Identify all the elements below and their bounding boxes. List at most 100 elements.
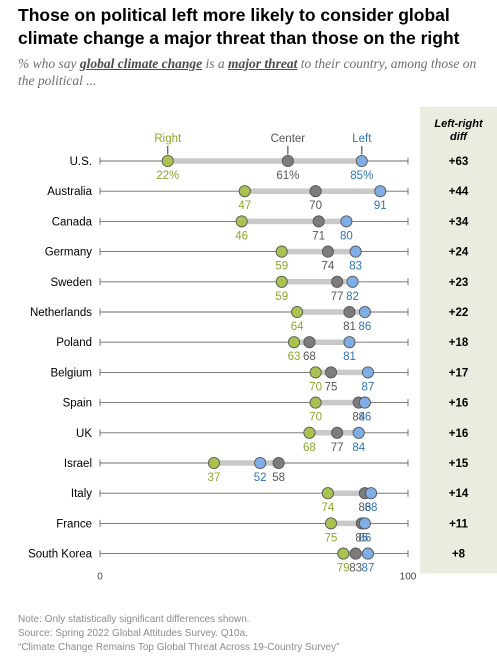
right-dot-italy <box>321 487 334 500</box>
left-dot-australia <box>374 185 387 198</box>
footnote-source: Source: Spring 2022 Global Attitudes Sur… <box>18 628 248 639</box>
center-dot-netherlands <box>343 305 356 319</box>
subtitle-term-major-threat: major threat <box>228 56 298 71</box>
subtitle-term-climate-change: global climate change <box>79 56 203 71</box>
right-dot-uk <box>303 426 316 439</box>
left-value-label-italy: 88 <box>365 502 378 514</box>
country-label-canada: Canada <box>52 216 93 228</box>
center-value-label-poland: 68 <box>303 351 316 363</box>
right-dot-australia <box>238 185 251 198</box>
diff-value-uk: +16 <box>449 428 469 440</box>
right-dot-netherlands <box>291 305 304 319</box>
subtitle-suffix: to their country, among those on the pol… <box>18 56 477 88</box>
subtitle-mid: is a <box>202 56 229 71</box>
x-tick-label-min: 0 <box>97 572 103 583</box>
right-value-label-australia: 47 <box>238 200 251 212</box>
right-value-label-canada: 46 <box>235 230 248 242</box>
left-value-label-u-s: 85% <box>350 170 373 182</box>
left-value-label-spain: 86 <box>358 412 371 424</box>
x-tick-label-max: 100 <box>400 572 417 583</box>
center-dot-uk <box>331 426 344 439</box>
left-dot-italy <box>364 487 378 500</box>
diff-value-south-korea: +8 <box>452 549 466 561</box>
country-label-poland: Poland <box>56 337 92 349</box>
diff-value-netherlands: +22 <box>449 307 469 319</box>
right-dot-poland <box>287 336 301 349</box>
footnote-report: “Climate Change Remains Top Global Threa… <box>18 642 340 653</box>
center-dot-canada <box>312 215 325 228</box>
right-value-label-south-korea: 79 <box>337 563 350 575</box>
right-dot-france <box>324 517 338 530</box>
right-dot-sweden <box>275 275 288 288</box>
country-label-uk: UK <box>76 428 92 440</box>
center-value-label-italy: 86 <box>358 502 371 514</box>
center-dot-australia <box>309 185 322 198</box>
left-value-label-australia: 91 <box>374 200 387 212</box>
diff-value-australia: +44 <box>449 186 469 198</box>
center-value-label-israel: 58 <box>272 472 285 484</box>
chart-title: Those on political left more likely to c… <box>18 5 460 48</box>
country-label-israel: Israel <box>64 458 92 470</box>
right-value-label-sweden: 59 <box>275 291 288 303</box>
diff-value-sweden: +23 <box>449 277 469 289</box>
footnote-note: Note: Only statistically significant dif… <box>18 614 250 625</box>
center-dot-u-s <box>281 154 294 168</box>
country-label-netherlands: Netherlands <box>30 307 92 319</box>
right-value-label-germany: 59 <box>275 261 288 273</box>
country-label-south-korea: South Korea <box>28 549 93 561</box>
subtitle-prefix: % who say <box>18 56 80 71</box>
left-value-label-canada: 80 <box>340 230 353 242</box>
right-value-label-netherlands: 64 <box>291 321 304 333</box>
country-label-italy: Italy <box>71 488 92 500</box>
country-label-belgium: Belgium <box>50 367 92 379</box>
center-dot-germany <box>321 245 334 258</box>
diff-value-france: +11 <box>449 518 468 530</box>
right-dot-spain <box>309 396 322 409</box>
left-dot-netherlands <box>358 305 371 319</box>
country-label-u-s: U.S. <box>70 156 92 168</box>
right-value-label-poland: 63 <box>288 351 301 363</box>
left-value-label-france: 86 <box>358 532 371 544</box>
left-value-label-uk: 84 <box>352 442 365 454</box>
center-value-label-germany: 74 <box>322 261 335 273</box>
legend-label-right: Right <box>154 133 182 145</box>
left-value-label-belgium: 87 <box>362 381 375 393</box>
left-dot-uk <box>352 426 365 439</box>
diff-value-u-s: +63 <box>449 156 469 168</box>
legend-label-left: Left <box>352 133 372 145</box>
country-label-spain: Spain <box>63 398 92 410</box>
left-dot-france <box>358 517 371 530</box>
center-value-label-belgium: 75 <box>325 381 338 393</box>
right-dot-south-korea <box>337 547 350 560</box>
center-dot-sweden <box>331 275 344 288</box>
country-label-sweden: Sweden <box>50 277 92 289</box>
right-value-label-spain: 70 <box>309 412 322 424</box>
country-label-australia: Australia <box>47 186 92 198</box>
diff-value-spain: +16 <box>449 398 469 410</box>
center-value-label-south-korea: 83 <box>349 563 362 575</box>
left-value-label-israel: 52 <box>254 472 267 484</box>
diff-value-italy: +14 <box>449 488 469 500</box>
dot-plot-chart: Left-right diff Right Center Left U.S. 22% 61% 8… <box>28 107 497 583</box>
right-dot-belgium <box>309 366 322 379</box>
left-dot-israel <box>254 456 267 470</box>
diff-value-canada: +34 <box>449 216 469 228</box>
diff-value-germany: +24 <box>449 247 469 259</box>
right-dot-canada <box>235 215 248 228</box>
left-value-label-sweden: 82 <box>346 291 359 303</box>
center-dot-poland <box>303 336 316 349</box>
left-dot-belgium <box>361 366 375 379</box>
center-value-label-canada: 71 <box>312 230 325 242</box>
center-dot-israel <box>272 456 285 470</box>
center-value-label-netherlands: 81 <box>343 321 356 333</box>
center-value-label-u-s: 61% <box>276 170 299 182</box>
diff-column-header: Left-right diff <box>434 118 484 143</box>
center-dot-south-korea <box>349 547 362 560</box>
chart-subtitle: % who say global climate change is a maj… <box>18 55 488 89</box>
left-dot-poland <box>343 336 356 349</box>
left-value-label-netherlands: 86 <box>358 321 371 333</box>
left-dot-spain <box>358 396 371 409</box>
right-value-label-israel: 37 <box>208 472 221 484</box>
left-dot-u-s <box>355 154 368 168</box>
center-value-label-spain: 84 <box>352 412 365 424</box>
